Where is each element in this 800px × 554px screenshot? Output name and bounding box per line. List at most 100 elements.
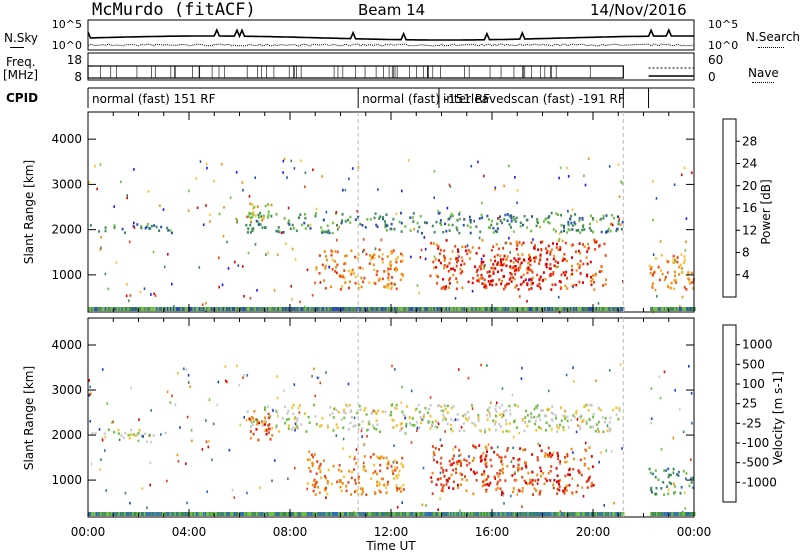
data-cell — [691, 512, 693, 516]
data-cell — [550, 307, 552, 311]
data-cell — [494, 229, 497, 233]
data-cell — [231, 512, 234, 516]
data-cell — [486, 512, 488, 516]
data-cell — [135, 307, 137, 311]
data-cell — [115, 261, 118, 264]
data-cell — [385, 456, 388, 460]
data-cell — [515, 216, 518, 220]
data-cell — [579, 231, 582, 234]
data-cell — [462, 307, 464, 311]
data-cell — [256, 420, 259, 423]
data-cell — [542, 271, 545, 274]
data-cell — [341, 512, 343, 516]
data-cell — [247, 512, 249, 516]
data-cell — [508, 282, 510, 285]
data-cell — [318, 491, 321, 494]
data-cell — [219, 512, 222, 516]
data-cell — [589, 260, 592, 264]
data-cell — [304, 512, 307, 516]
data-cell — [277, 512, 279, 516]
data-cell — [249, 425, 252, 428]
data-cell — [401, 464, 404, 467]
data-cell — [588, 403, 591, 407]
colorbar-tick-label: 1000 — [742, 338, 773, 352]
data-cell — [293, 383, 296, 386]
data-cell — [363, 443, 366, 446]
data-cell — [381, 307, 384, 311]
data-cell — [313, 307, 316, 311]
data-cell — [88, 379, 90, 382]
data-cell — [514, 403, 517, 407]
data-cell — [362, 465, 365, 468]
data-cell — [550, 512, 552, 516]
data-cell — [168, 307, 170, 311]
data-cell — [334, 512, 337, 516]
data-cell — [362, 307, 364, 311]
data-cell — [478, 277, 481, 281]
data-cell — [327, 468, 330, 472]
data-cell — [295, 307, 298, 311]
data-cell — [321, 512, 323, 516]
data-cell — [143, 287, 146, 290]
data-cell — [248, 512, 251, 516]
data-cell — [206, 307, 208, 311]
data-cell — [512, 261, 515, 264]
data-cell — [201, 307, 204, 311]
data-cell — [545, 421, 548, 424]
data-cell — [424, 247, 427, 251]
data-cell — [361, 224, 364, 227]
data-cell — [553, 264, 556, 267]
data-cell — [531, 271, 534, 274]
data-cell — [563, 229, 565, 233]
data-cell — [621, 447, 623, 450]
data-cell — [298, 216, 300, 219]
data-cell — [391, 512, 393, 516]
data-cell — [559, 166, 562, 170]
data-cell — [224, 307, 226, 311]
data-cell — [523, 215, 526, 218]
data-cell — [209, 220, 211, 223]
data-cell — [615, 229, 618, 233]
noise-tick-right-bottom: 10^0 — [708, 39, 738, 52]
data-cell — [571, 307, 573, 311]
data-cell — [575, 229, 578, 232]
data-cell — [676, 256, 679, 259]
data-cell — [618, 307, 620, 311]
data-cell — [354, 255, 357, 259]
data-cell — [393, 444, 395, 447]
data-cell — [548, 389, 550, 393]
data-cell — [181, 512, 184, 516]
data-cell — [256, 307, 258, 311]
data-cell — [660, 253, 663, 257]
data-cell — [581, 228, 584, 232]
data-cell — [497, 307, 499, 311]
data-cell — [319, 470, 322, 473]
data-cell — [144, 307, 146, 311]
data-cell — [447, 478, 449, 482]
data-cell — [526, 414, 529, 417]
data-cell — [552, 242, 554, 245]
data-cell — [569, 273, 572, 277]
data-cell — [451, 457, 454, 461]
data-cell — [577, 307, 579, 311]
data-cell — [446, 404, 449, 408]
data-cell — [171, 394, 173, 398]
data-cell — [306, 458, 309, 461]
data-cell — [604, 420, 606, 424]
data-cell — [575, 307, 578, 311]
data-cell — [341, 307, 343, 311]
data-cell — [466, 307, 469, 311]
data-cell — [393, 283, 396, 286]
data-cell — [516, 493, 519, 496]
data-cell — [287, 427, 290, 430]
data-cell — [547, 244, 550, 248]
data-cell — [117, 428, 120, 432]
data-cell — [411, 423, 414, 427]
data-cell — [495, 410, 498, 414]
data-cell — [563, 226, 566, 229]
data-cell — [483, 285, 486, 289]
data-cell — [319, 512, 322, 516]
data-cell — [396, 268, 399, 271]
data-cell — [503, 184, 505, 188]
data-cell — [372, 409, 375, 412]
